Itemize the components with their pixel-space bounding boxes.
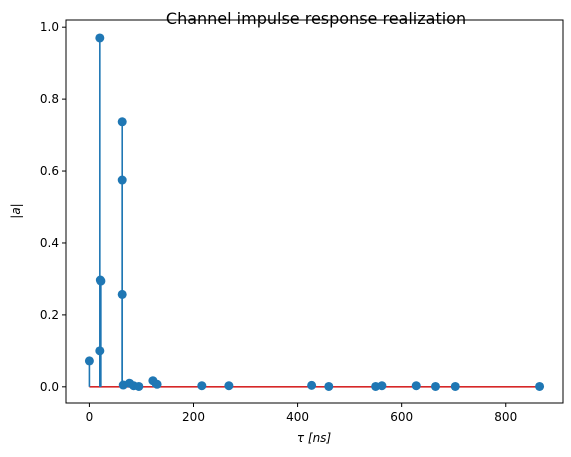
stem-marker (450, 381, 460, 391)
stem-marker (197, 381, 207, 391)
x-tick-label: 200 (182, 410, 205, 424)
stem-marker (117, 175, 127, 185)
stem-marker (324, 381, 334, 391)
stem-marker (134, 381, 144, 391)
x-tick-label: 400 (286, 410, 309, 424)
y-tick-label: 0.6 (40, 164, 59, 178)
x-axis-label: τ [ns] (297, 431, 332, 445)
stem-marker (535, 381, 545, 391)
stem-marker (84, 356, 94, 366)
stem-marker (430, 381, 440, 391)
chart-title: Channel impulse response realization (166, 9, 466, 28)
y-tick-label: 0.0 (40, 380, 59, 394)
stem-marker (95, 346, 105, 356)
markers-group (84, 33, 545, 391)
y-tick-label: 0.4 (40, 236, 59, 250)
y-axis-label: |a| (9, 203, 23, 218)
stems-group (88, 37, 541, 387)
y-tick-label: 1.0 (40, 20, 59, 34)
stem-marker (377, 381, 387, 391)
x-tick-label: 600 (390, 410, 413, 424)
y-tick-label: 0.2 (40, 308, 59, 322)
stem-marker (117, 117, 127, 127)
y-axis-ticks: 0.0 0.2 0.4 0.6 0.8 1.0 (40, 20, 66, 394)
stem-marker (117, 289, 127, 299)
plot-area (65, 19, 564, 404)
stem-marker (224, 381, 234, 391)
stem-marker (96, 276, 106, 286)
stem-marker (95, 33, 105, 43)
x-tick-label: 0 (86, 410, 94, 424)
stem-marker (152, 379, 162, 389)
plot-frame (65, 19, 564, 404)
y-tick-label: 0.8 (40, 92, 59, 106)
stem-marker (307, 380, 317, 390)
x-tick-label: 800 (494, 410, 517, 424)
stem-marker (411, 381, 421, 391)
x-axis-ticks: 0 200 400 600 800 (86, 403, 517, 424)
